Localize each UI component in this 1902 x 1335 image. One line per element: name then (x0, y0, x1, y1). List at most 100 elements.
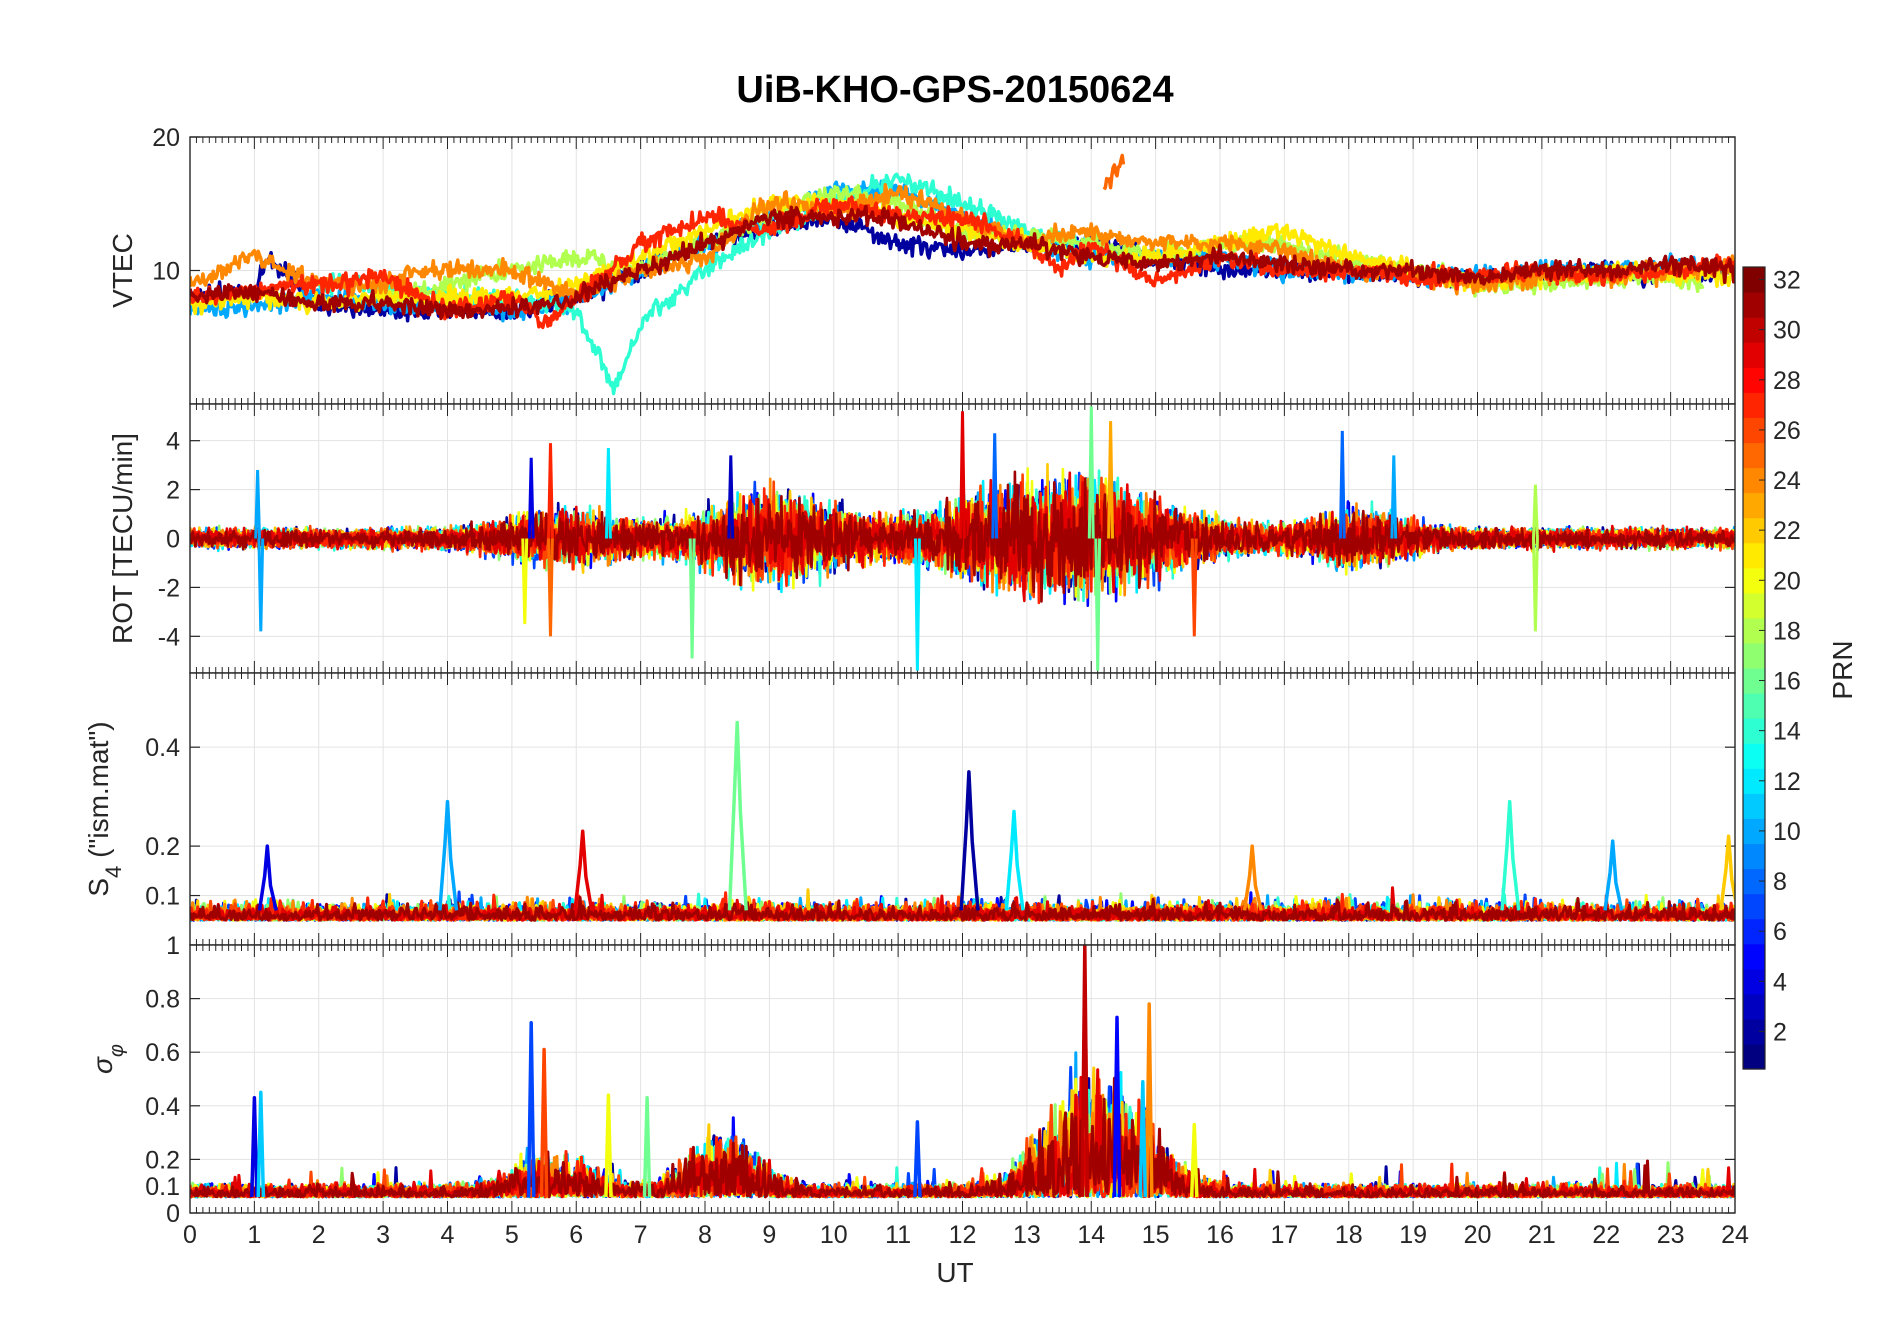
x-tick-label: 4 (441, 1221, 455, 1249)
y-axis-label-part: σ (87, 1056, 118, 1074)
rot-spike-prn-25 (547, 538, 554, 637)
colorbar-swatch (1743, 893, 1765, 920)
x-tick-label: 3 (376, 1221, 390, 1249)
x-tick-label: 11 (885, 1221, 911, 1249)
rot-spike-prn-16 (1087, 406, 1095, 539)
colorbar-swatch (1743, 267, 1765, 293)
y-tick-label: 0.2 (145, 833, 180, 861)
colorbar-swatch (1743, 467, 1765, 494)
panel-vtec: 10 20 VTEC (107, 124, 1736, 405)
rot-spike-prn-8 (991, 433, 999, 539)
rot-spike-prn-4 (527, 457, 535, 539)
rot-spike-prn-12 (914, 538, 921, 671)
colorbar-swatch (1743, 642, 1765, 669)
x-tick-label: 5 (505, 1221, 519, 1249)
colorbar-swatch (1743, 918, 1765, 945)
y-axis-label-part: φ (106, 1044, 128, 1057)
colorbar-swatch (1743, 668, 1765, 694)
x-tick-label: 6 (569, 1221, 583, 1249)
colorbar-tick-label: 4 (1773, 968, 1787, 996)
colorbar-swatch (1743, 968, 1765, 995)
rot-spike-prn-18 (1532, 538, 1539, 632)
x-tick-label: 0 (183, 1221, 197, 1249)
x-tick-label: 16 (1206, 1221, 1234, 1249)
colorbar-swatch (1743, 1018, 1765, 1045)
sigma-peak-prn-5 (1112, 1015, 1122, 1197)
colorbar-tick-label: 12 (1773, 768, 1801, 796)
colorbar-swatch (1743, 567, 1765, 594)
rot-spike-prn-8 (1338, 430, 1346, 539)
colorbar-tick-label: 6 (1773, 918, 1787, 946)
colorbar-swatch (1743, 317, 1765, 343)
data-layer (190, 720, 1735, 922)
s4-peak-prn-10 (1603, 839, 1624, 911)
x-tick-label: 8 (698, 1221, 712, 1249)
rot-spike-prn-26 (1190, 538, 1198, 637)
vtec-line-prn-24 (190, 182, 1735, 303)
x-tick-label: 17 (1270, 1221, 1298, 1249)
x-tick-label: 14 (1077, 1221, 1105, 1249)
y-axis-label: σφ (87, 1044, 128, 1074)
rot-spike-prn-16 (1094, 538, 1102, 671)
data-layer (190, 153, 1735, 396)
colorbar-swatch (1743, 993, 1765, 1020)
colorbar-tick-label: 18 (1773, 617, 1801, 645)
rot-spike-prn-18 (1532, 484, 1539, 539)
colorbar-swatch (1743, 617, 1765, 644)
x-tick-label: 15 (1142, 1221, 1170, 1249)
colorbar-frame (1742, 266, 1766, 1070)
sigma-peak-prn-20 (1189, 1122, 1199, 1197)
panel-rot: -4 -2 0 2 4 ROT [TECU/min] (107, 403, 1736, 674)
sigma-peak-prn-30 (1080, 945, 1090, 1197)
x-tick-label: 1 (247, 1221, 261, 1249)
colorbar-tick-label: 28 (1773, 367, 1801, 395)
colorbar-swatch (1743, 492, 1765, 519)
colorbar-label: PRN (1827, 640, 1858, 699)
vtec-line-prn-25 (1102, 153, 1126, 191)
rot-spike-prn-10 (1390, 455, 1398, 539)
colorbar-swatch (1743, 868, 1765, 895)
rot-spike-prn-12 (605, 447, 612, 539)
y-tick-label: 0.1 (145, 1173, 180, 1201)
rot-spike-prn-16 (688, 538, 696, 659)
colorbar-swatch (1743, 442, 1765, 469)
sigma-peak-prn-24 (1144, 1002, 1154, 1197)
colorbar-tick-label: 20 (1773, 567, 1801, 595)
colorbar-swatch (1743, 592, 1765, 619)
x-tick-label: 19 (1399, 1221, 1427, 1249)
panel-frame (189, 944, 1736, 1214)
panel-s4: 0.1 0.2 0.4 S4 ("ism.mat") (83, 672, 1736, 946)
x-tick-label: 12 (949, 1221, 977, 1249)
y-tick-label: 0 (166, 526, 180, 554)
s4-peak-prn-2 (959, 770, 980, 911)
sigma-peak-prn-7 (913, 1120, 922, 1197)
colorbar-tick-label: 32 (1773, 267, 1801, 295)
colorbar-swatch (1743, 417, 1765, 444)
s4-peak-prn-29 (573, 829, 594, 911)
colorbar-tick-label: 8 (1773, 868, 1787, 896)
colorbar-tick-label: 24 (1773, 467, 1801, 495)
colorbar-tick-label: 2 (1773, 1018, 1787, 1046)
colorbar-swatch (1743, 818, 1765, 845)
rot-spike-prn-27 (547, 443, 554, 539)
y-tick-label: 0.4 (145, 1093, 180, 1121)
colorbar-swatch (1743, 542, 1765, 569)
colorbar-tick-label: 30 (1773, 317, 1801, 345)
colorbar-swatch (1743, 693, 1765, 719)
y-tick-label: 0.1 (145, 883, 180, 911)
chart-title: UiB-KHO-GPS-20150624 (736, 69, 1173, 111)
y-tick-label: 10 (152, 258, 180, 286)
y-tick-label: 4 (166, 428, 180, 456)
x-tick-label: 24 (1721, 1221, 1749, 1249)
rot-line-prn-29 (190, 471, 1735, 603)
y-tick-label: 2 (166, 477, 180, 505)
s4-line-prn-31 (190, 896, 1735, 922)
colorbar-swatch (1743, 718, 1765, 744)
colorbar-swatch (1743, 367, 1765, 393)
colorbar-swatch (1743, 342, 1765, 368)
y-tick-label: -4 (158, 623, 180, 651)
colorbar-swatch (1743, 743, 1765, 769)
colorbar-tick-label: 16 (1773, 668, 1801, 696)
